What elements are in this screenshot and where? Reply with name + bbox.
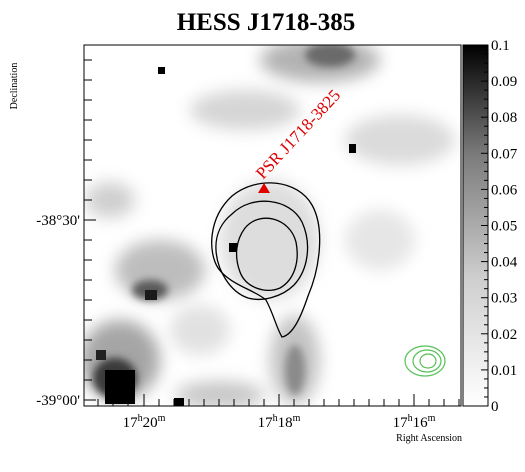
map-frame <box>83 44 462 407</box>
x-axis-title: Right Ascension <box>396 433 462 444</box>
x-axis-ticks <box>97 394 460 406</box>
inner-contour <box>235 217 298 291</box>
x-tick-label: 17h20m <box>123 413 166 431</box>
green-contours <box>404 345 446 377</box>
colorbar-label: 0 <box>491 399 499 415</box>
outer-contour <box>211 182 321 338</box>
map-title: HESS J1718-385 <box>177 9 356 36</box>
colorbar-label: 0.1 <box>491 38 510 54</box>
dark-pixel <box>349 144 356 153</box>
colorbar-labels: 0.1 0.09 0.08 0.07 0.06 0.05 0.04 0.03 0.02 0.01 0 <box>491 38 518 415</box>
dark-pixel <box>158 67 165 74</box>
dark-pixel <box>229 243 237 252</box>
colorbar-label: 0.03 <box>491 291 517 307</box>
black-contours <box>211 182 321 338</box>
y-axis-ticks <box>84 59 96 401</box>
colorbar-label: 0.07 <box>491 146 518 162</box>
y-axis-title: Declination <box>9 63 20 110</box>
y-tick-label: -39°00' <box>36 393 80 409</box>
x-tick-label: 17h16m <box>393 413 436 431</box>
colorbar-label: 0.06 <box>491 182 518 198</box>
dark-pixel <box>96 350 106 360</box>
colorbar-label: 0.05 <box>491 219 517 235</box>
bright-source-pixel <box>105 370 135 404</box>
colorbar-label: 0.02 <box>491 327 517 343</box>
y-tick-label: -38°30' <box>36 213 80 229</box>
dark-pixel <box>145 290 157 300</box>
colorbar-label: 0.09 <box>491 74 517 90</box>
x-tick-label: 17h18m <box>258 413 301 431</box>
colorbar-label: 0.04 <box>491 255 518 271</box>
dark-pixel <box>174 398 184 406</box>
middle-contour <box>215 200 309 300</box>
colorbar-label: 0.01 <box>491 363 517 379</box>
colorbar-label: 0.08 <box>491 110 517 126</box>
psr-marker-triangle <box>258 183 270 193</box>
colorbar-ticks <box>481 44 488 407</box>
